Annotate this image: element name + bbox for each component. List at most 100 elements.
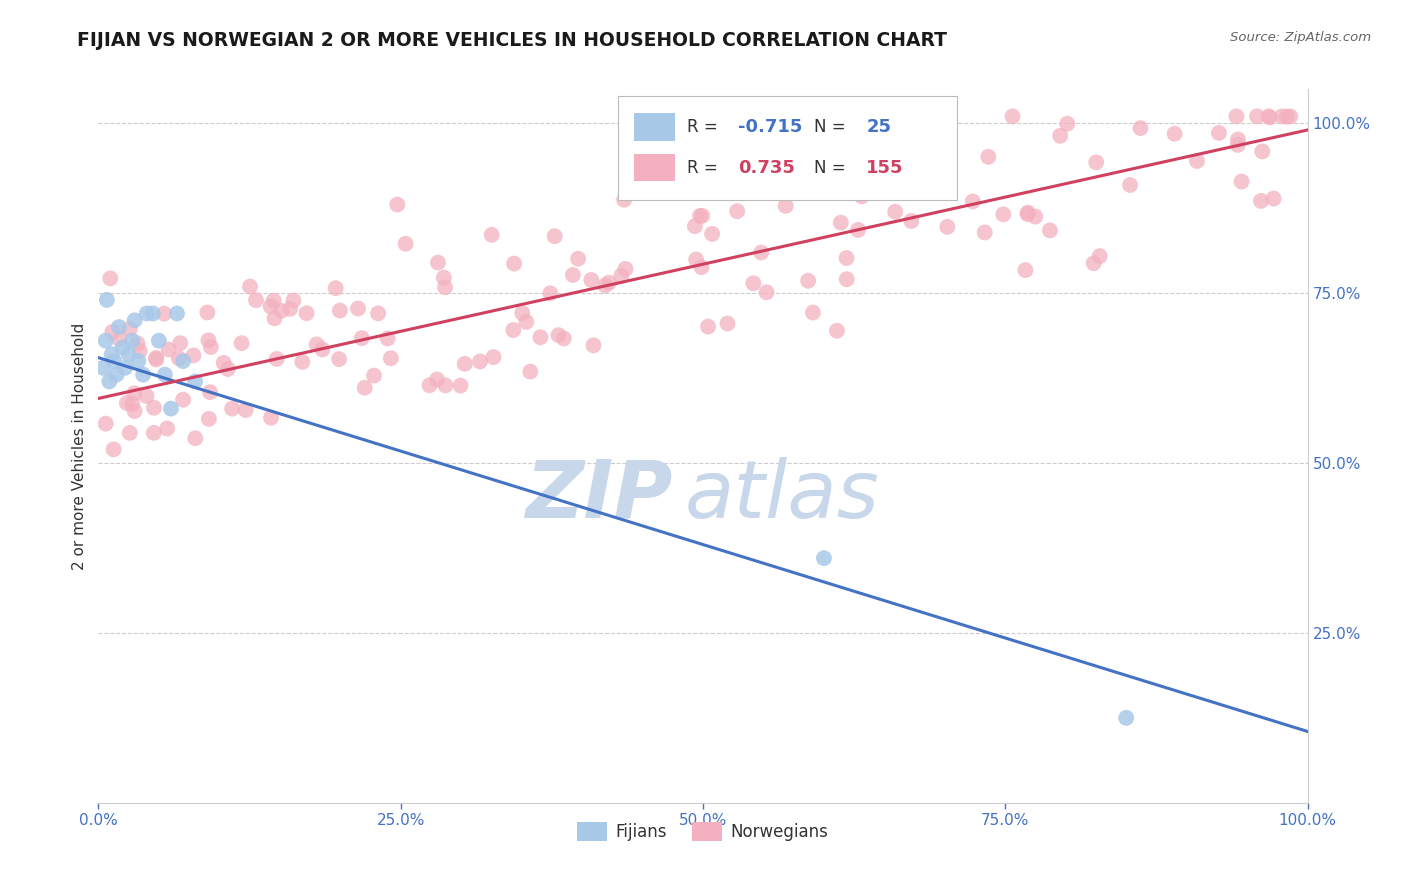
Point	[454, 357, 477, 371]
Text: ZIP: ZIP	[526, 457, 672, 535]
Point	[195, 305, 218, 319]
Point	[581, 273, 603, 287]
Point	[167, 351, 190, 366]
Point	[433, 270, 456, 285]
Point	[1088, 249, 1111, 263]
Point	[115, 396, 138, 410]
Point	[98, 375, 121, 389]
Point	[1039, 223, 1062, 237]
Point	[329, 303, 352, 318]
Point	[1083, 256, 1105, 270]
Point	[353, 381, 375, 395]
Point	[270, 304, 292, 318]
Point	[160, 401, 183, 416]
Point	[1257, 109, 1279, 123]
Point	[690, 209, 713, 223]
Point	[94, 334, 117, 348]
Point	[547, 328, 569, 343]
Point	[124, 404, 146, 418]
Point	[538, 286, 561, 301]
Point	[197, 334, 219, 348]
Point	[118, 322, 141, 336]
Point	[132, 368, 155, 382]
Point	[198, 412, 221, 426]
Text: R =: R =	[688, 159, 723, 177]
Point	[510, 306, 533, 320]
Point	[1271, 109, 1294, 123]
Point	[127, 354, 149, 368]
Point	[184, 431, 207, 445]
Point	[797, 274, 820, 288]
Point	[295, 306, 318, 320]
Point	[567, 252, 589, 266]
Point	[813, 551, 835, 566]
Point	[835, 251, 858, 265]
Point	[468, 354, 491, 368]
Point	[103, 354, 125, 368]
Point	[101, 325, 124, 339]
Point	[239, 279, 262, 293]
Point	[278, 301, 301, 316]
Point	[835, 272, 858, 286]
Point	[145, 352, 167, 367]
Point	[582, 338, 605, 352]
Point	[1017, 207, 1039, 221]
Point	[363, 368, 385, 383]
Point	[263, 293, 285, 308]
Point	[394, 236, 416, 251]
Point	[347, 301, 370, 316]
Point	[94, 417, 117, 431]
Point	[127, 336, 149, 351]
Point	[851, 154, 873, 169]
Point	[212, 356, 235, 370]
Point	[1226, 132, 1249, 146]
Point	[235, 403, 257, 417]
Point	[1251, 145, 1274, 159]
Point	[145, 351, 167, 365]
Point	[260, 300, 283, 314]
Point	[1085, 155, 1108, 169]
Point	[128, 343, 150, 358]
Point	[114, 360, 136, 375]
Point	[166, 306, 188, 320]
Point	[598, 276, 620, 290]
Legend: Fijians, Norwegians: Fijians, Norwegians	[571, 815, 835, 848]
Point	[893, 170, 915, 185]
Point	[118, 347, 141, 361]
Point	[1014, 263, 1036, 277]
Point	[502, 323, 524, 337]
Point	[553, 331, 575, 345]
Text: N =: N =	[814, 118, 851, 136]
Point	[200, 340, 222, 354]
Point	[1001, 109, 1024, 123]
Point	[142, 425, 165, 440]
Point	[350, 331, 373, 345]
Point	[121, 334, 143, 348]
Point	[725, 204, 748, 219]
Point	[434, 378, 457, 392]
Point	[801, 169, 824, 183]
Point	[973, 226, 995, 240]
FancyBboxPatch shape	[619, 96, 957, 200]
Point	[135, 306, 157, 320]
Point	[1279, 109, 1302, 123]
Point	[184, 375, 207, 389]
Point	[503, 257, 526, 271]
Point	[977, 150, 1000, 164]
Point	[426, 372, 449, 386]
Point	[1250, 194, 1272, 208]
Point	[121, 397, 143, 411]
Text: Source: ZipAtlas.com: Source: ZipAtlas.com	[1230, 31, 1371, 45]
Point	[105, 368, 128, 382]
Point	[100, 347, 122, 361]
Point	[481, 227, 503, 242]
Point	[156, 421, 179, 435]
Point	[108, 332, 131, 346]
Point	[169, 336, 191, 351]
Point	[198, 385, 221, 400]
Text: -0.715: -0.715	[738, 118, 803, 136]
Point	[1263, 192, 1285, 206]
Point	[325, 281, 347, 295]
Point	[851, 189, 873, 203]
Point	[593, 278, 616, 293]
